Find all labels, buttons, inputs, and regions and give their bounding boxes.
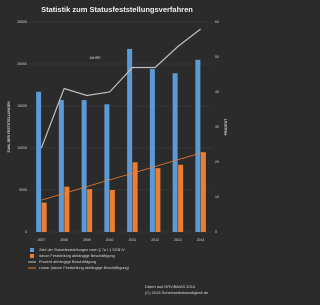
x-tick-label: 2011 [129,238,137,242]
x-tick-label: 2014 [197,238,205,242]
y2-tick-label: 60 [215,20,219,24]
chart: Statistik zum Statusfeststellungsverfahr… [6,4,228,296]
line [40,28,201,149]
y2-tick-label: 0 [215,230,217,234]
legend-label: Zahl der Statusfeststellungen nach § 7a … [39,248,125,252]
y-tick-label: 0 [25,230,27,234]
bar [81,100,87,233]
x-tick-label: 2009 [83,238,91,242]
bar [58,100,64,233]
y-tick-label: 15000 [17,104,27,108]
x-tick-label: 2012 [151,238,159,242]
bar [104,104,110,232]
x-tick-label: 2013 [174,238,182,242]
bar [155,168,161,232]
y-axis-label: ZAHL DER FESTSTELLUNGEN [7,101,11,153]
x-tick-label: 2007 [37,238,45,242]
bar [195,59,201,232]
y2-tick-label: 10 [215,195,219,199]
bar [41,202,47,232]
y2-tick-label: 30 [215,125,219,129]
footer: (C) 2016 Scheinselbstaendigkeit.de [145,290,209,295]
chart-title: Statistik zum Statusfeststellungsverfahr… [41,5,193,14]
bar [149,69,155,232]
bar [200,152,206,232]
y2-tick-label: 20 [215,160,219,164]
x-axis-label: JAHRE [89,56,101,60]
legend-label: Prozent abhängige Beschäftigung [39,260,96,264]
bar [178,164,184,232]
line [41,152,201,201]
y2-tick-label: 40 [215,90,219,94]
footer: Daten laut DRV/BMAS 2015 [145,284,196,289]
bar [87,189,93,232]
y2-axis-label: PROZENT [224,118,228,136]
y-tick-label: 5000 [19,188,27,192]
bar [172,73,178,233]
y-tick-label: 10000 [17,146,27,150]
bar [64,186,70,232]
bar [127,48,133,232]
x-tick-label: 2008 [60,238,68,242]
legend-label: davon Feststellung abhängige Beschäftigu… [39,254,115,258]
bar [132,162,138,232]
legend-label: Linear (davon Feststellung abhängige Bes… [39,266,130,270]
bar [36,91,42,232]
x-tick-label: 2010 [106,238,114,242]
bar [109,190,115,232]
legend-swatch [30,248,34,252]
y-tick-label: 20000 [17,62,27,66]
legend-swatch [30,254,34,258]
y2-tick-label: 50 [215,55,219,59]
y-tick-label: 25000 [17,20,27,24]
